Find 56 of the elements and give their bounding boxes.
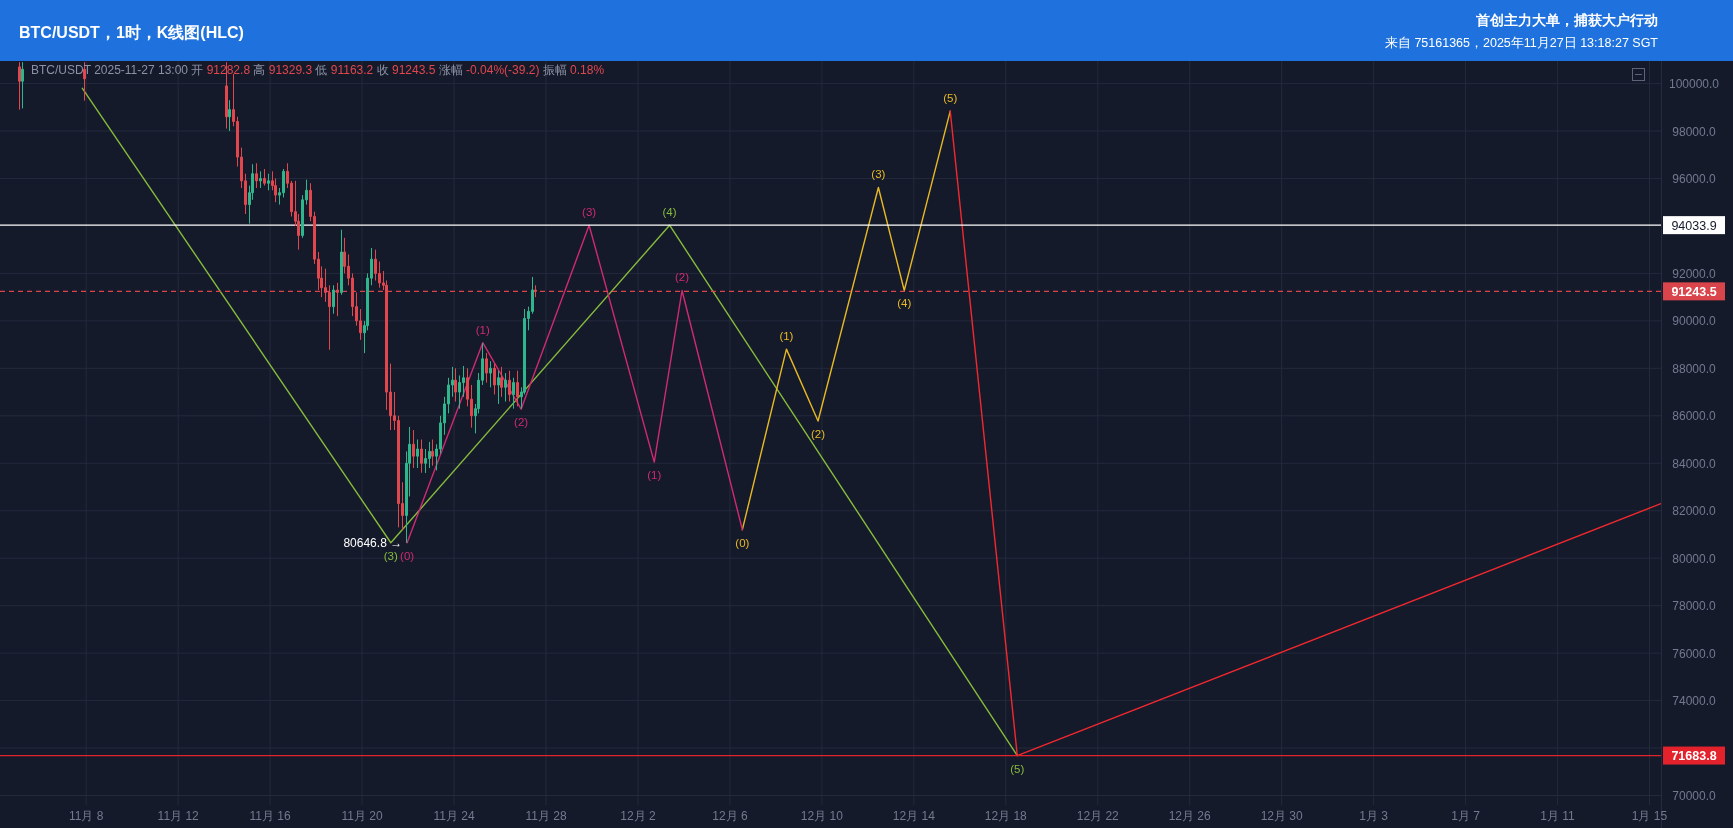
y-tick: 98000.0 (1672, 124, 1716, 139)
ref-label: 94033.9 (1663, 216, 1725, 235)
y-tick: 84000.0 (1672, 456, 1716, 471)
y-tick: 96000.0 (1672, 171, 1716, 186)
wave-label: (5) (943, 92, 958, 105)
point-note: 80646.8 → (343, 535, 403, 550)
title: BTC/USDT，1时，K线图(HLC) (19, 24, 244, 41)
wave-label: (0) (735, 536, 750, 549)
x-tick: 12月 30 (1260, 809, 1303, 823)
y-tick: 86000.0 (1672, 409, 1716, 424)
wave-label: (0) (400, 549, 415, 562)
y-tick: 92000.0 (1672, 266, 1716, 281)
y-tick: 76000.0 (1672, 646, 1716, 661)
x-tick: 12月 22 (1076, 809, 1119, 823)
y-tick: 70000.0 (1672, 789, 1716, 803)
x-tick: 1月 7 (1451, 809, 1480, 823)
y-tick: 90000.0 (1672, 314, 1716, 329)
wave-label: (3) (582, 206, 597, 219)
x-tick: 11月 12 (157, 809, 199, 823)
wave-label: (1) (475, 323, 490, 336)
y-tick: 100000.0 (1668, 77, 1720, 92)
wave-label: (3) (871, 168, 886, 181)
y-tick: 88000.0 (1672, 361, 1716, 376)
ref-line-label: 94033.9 (1671, 218, 1717, 233)
note: 来自 75161365，2025年11月27日 13:18:27 SGT (1384, 36, 1658, 50)
wave-label: (3) (383, 549, 398, 562)
y-tick: 80000.0 (1672, 551, 1716, 566)
ref-line-label: 71683.8 (1671, 749, 1717, 764)
wave-label: (1) (779, 330, 794, 343)
wave-label: (4) (897, 297, 912, 310)
x-tick: 12月 2 (620, 809, 656, 823)
x-tick: 12月 6 (712, 809, 748, 823)
wave-label: (2) (675, 271, 690, 284)
wave-label: (1) (647, 469, 662, 482)
note: 首创主力大单，捕获大户行动 (1476, 13, 1658, 28)
x-tick: 1月 11 (1540, 809, 1575, 823)
x-tick: 12月 26 (1168, 809, 1211, 823)
x-tick: 11月 20 (341, 809, 383, 823)
x-tick: 1月 3 (1359, 809, 1388, 823)
wave-label: (2) (811, 428, 826, 440)
wave-label: (4) (662, 206, 677, 219)
x-tick: 11月 8 (69, 809, 104, 823)
x-tick: 12月 18 (984, 809, 1027, 823)
wave-label: (5) (1010, 762, 1025, 775)
x-tick: 11月 24 (433, 809, 475, 823)
y-tick: 82000.0 (1672, 504, 1716, 519)
x-tick: 11月 16 (249, 809, 291, 823)
y-tick: 74000.0 (1672, 694, 1716, 709)
y-tick: 78000.0 (1672, 599, 1716, 614)
x-tick: 1月 15 (1631, 809, 1668, 823)
x-tick: 11月 28 (525, 809, 567, 823)
ref-line-label: 91243.5 (1671, 284, 1717, 299)
wave-label: (2) (514, 416, 529, 429)
x-tick: 12月 10 (800, 809, 843, 823)
x-tick: 12月 14 (892, 809, 935, 823)
ref-label: 91243.5 (1663, 282, 1725, 301)
